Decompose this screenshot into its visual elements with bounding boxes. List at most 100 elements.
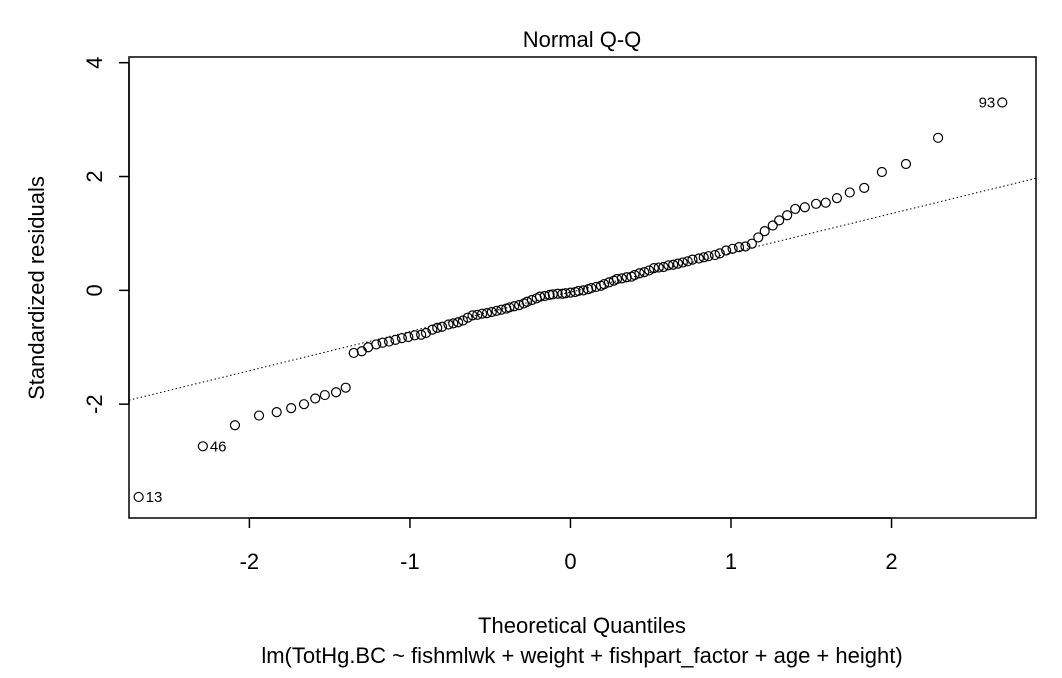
data-point [420,327,432,339]
data-point [319,389,330,401]
data-point [677,257,688,268]
data-point [693,253,704,264]
data-point [436,321,448,332]
data-point [753,232,764,243]
data-points [133,97,1008,503]
data-point [427,324,438,335]
model-formula-subtitle: lm(TotHg.BC ~ fishmlwk + weight + fishpa… [261,643,902,668]
data-point [746,238,757,249]
data-point [253,410,265,421]
data-point [462,312,473,323]
data-point [534,291,546,302]
data-point [481,308,493,319]
data-point [774,215,785,226]
data-point [629,269,640,281]
point-label: 46 [210,438,227,455]
data-point [714,248,725,259]
data-point [348,347,359,359]
data-point [371,339,382,350]
y-tick-label: 4 [82,57,107,69]
x-tick-label: -2 [240,549,260,574]
data-point [286,403,297,414]
data-point [330,387,342,398]
data-point [477,308,488,319]
data-point [782,210,793,221]
data-point [997,97,1008,108]
data-point [403,331,414,343]
data-point [396,333,408,344]
data-point [721,245,732,256]
data-point [759,226,770,237]
data-point [271,407,282,418]
point-label: 13 [146,489,163,506]
data-point [443,319,454,330]
data-point [698,252,709,263]
data-point [733,241,745,253]
y-axis-label: Standardized residuals [24,176,49,400]
data-point [298,399,310,410]
data-point [682,256,693,267]
data-point [687,254,698,265]
data-point [504,302,515,313]
data-point [552,288,563,299]
data-point [820,197,831,208]
data-point [709,249,721,261]
data-point [452,317,464,328]
data-point [486,306,497,318]
data-point [539,290,550,302]
data-point [900,158,912,170]
data-point [616,273,627,284]
data-point [799,202,810,213]
data-point [509,301,520,312]
y-tick-label: -2 [82,394,107,414]
data-point [565,287,576,298]
data-point [340,382,351,393]
point-label: 93 [979,95,996,112]
data-point [639,267,650,278]
point-labels: 13 46 93 [146,95,996,506]
data-point [547,289,558,300]
data-point [383,336,395,347]
x-tick-label: -1 [400,549,420,574]
chart-title: Normal Q-Q [523,27,642,52]
plot-frame [128,56,1037,519]
x-tick-label: 0 [564,549,576,574]
data-point [668,259,679,270]
data-point [611,273,623,285]
data-point [634,268,645,279]
data-point [859,182,870,194]
data-point [133,491,144,503]
data-point [653,262,664,273]
data-point [767,220,778,231]
data-point [472,309,483,320]
data-point [432,322,443,334]
data-point [560,288,571,299]
data-point [310,393,321,404]
data-point [522,296,533,307]
data-point [586,282,597,294]
data-point [197,441,208,452]
data-point [844,187,855,198]
data-point [599,278,610,290]
data-point [740,241,751,252]
data-point [703,251,714,262]
data-point [876,166,887,178]
y-tick-label: 0 [82,284,107,296]
data-point [932,132,944,143]
data-point [810,198,822,209]
data-point [409,330,420,341]
data-point [573,285,584,297]
data-point [416,329,427,340]
x-tick-label: 1 [725,549,737,574]
data-point [491,305,502,316]
data-point [390,334,401,345]
data-point [356,346,367,357]
data-point [658,261,669,273]
data-point [467,310,478,321]
data-point [648,263,660,274]
data-point [448,318,459,329]
data-point [377,337,388,348]
x-axis-label: Theoretical Quantiles [478,613,686,638]
x-tick-label: 2 [885,549,897,574]
